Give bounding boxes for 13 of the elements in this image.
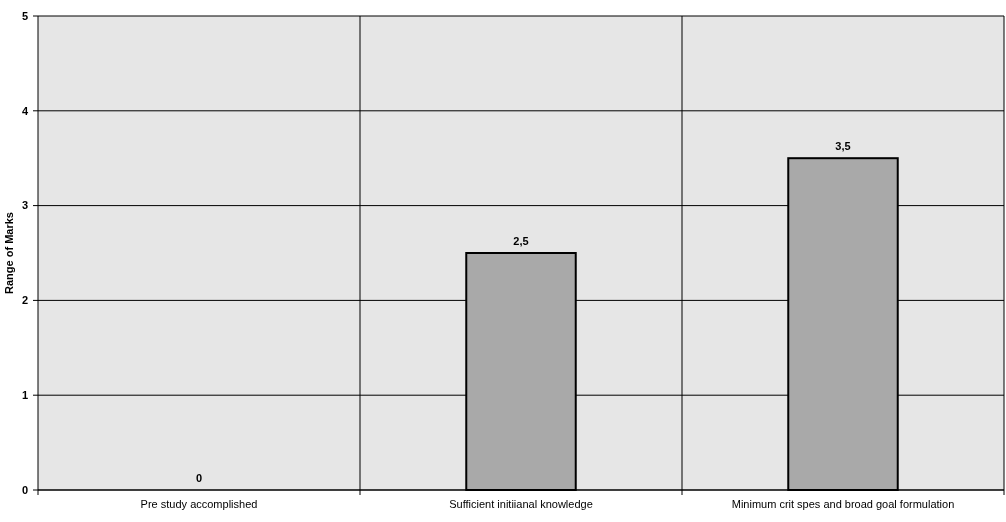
y-tick-label: 3 — [21, 199, 28, 212]
x-tick-label: Minimum crit spes and broad goal formulation — [731, 498, 955, 510]
data-label: 2,5 — [513, 235, 529, 247]
data-label: 3,5 — [835, 140, 851, 153]
data-label: 0 — [195, 472, 203, 484]
y-tick-label: 5 — [21, 9, 28, 22]
x-tick-label: Sufficient initiianal knowledge — [449, 498, 593, 510]
y-tick-label: 4 — [21, 104, 29, 117]
y-tick-label: 0 — [21, 483, 28, 496]
x-tick-label: Pre study accomplished — [140, 498, 258, 510]
y-tick-label: 1 — [21, 389, 28, 402]
y-tick-label: 2 — [21, 294, 28, 307]
y-axis-title: Range of Marks — [3, 212, 15, 294]
